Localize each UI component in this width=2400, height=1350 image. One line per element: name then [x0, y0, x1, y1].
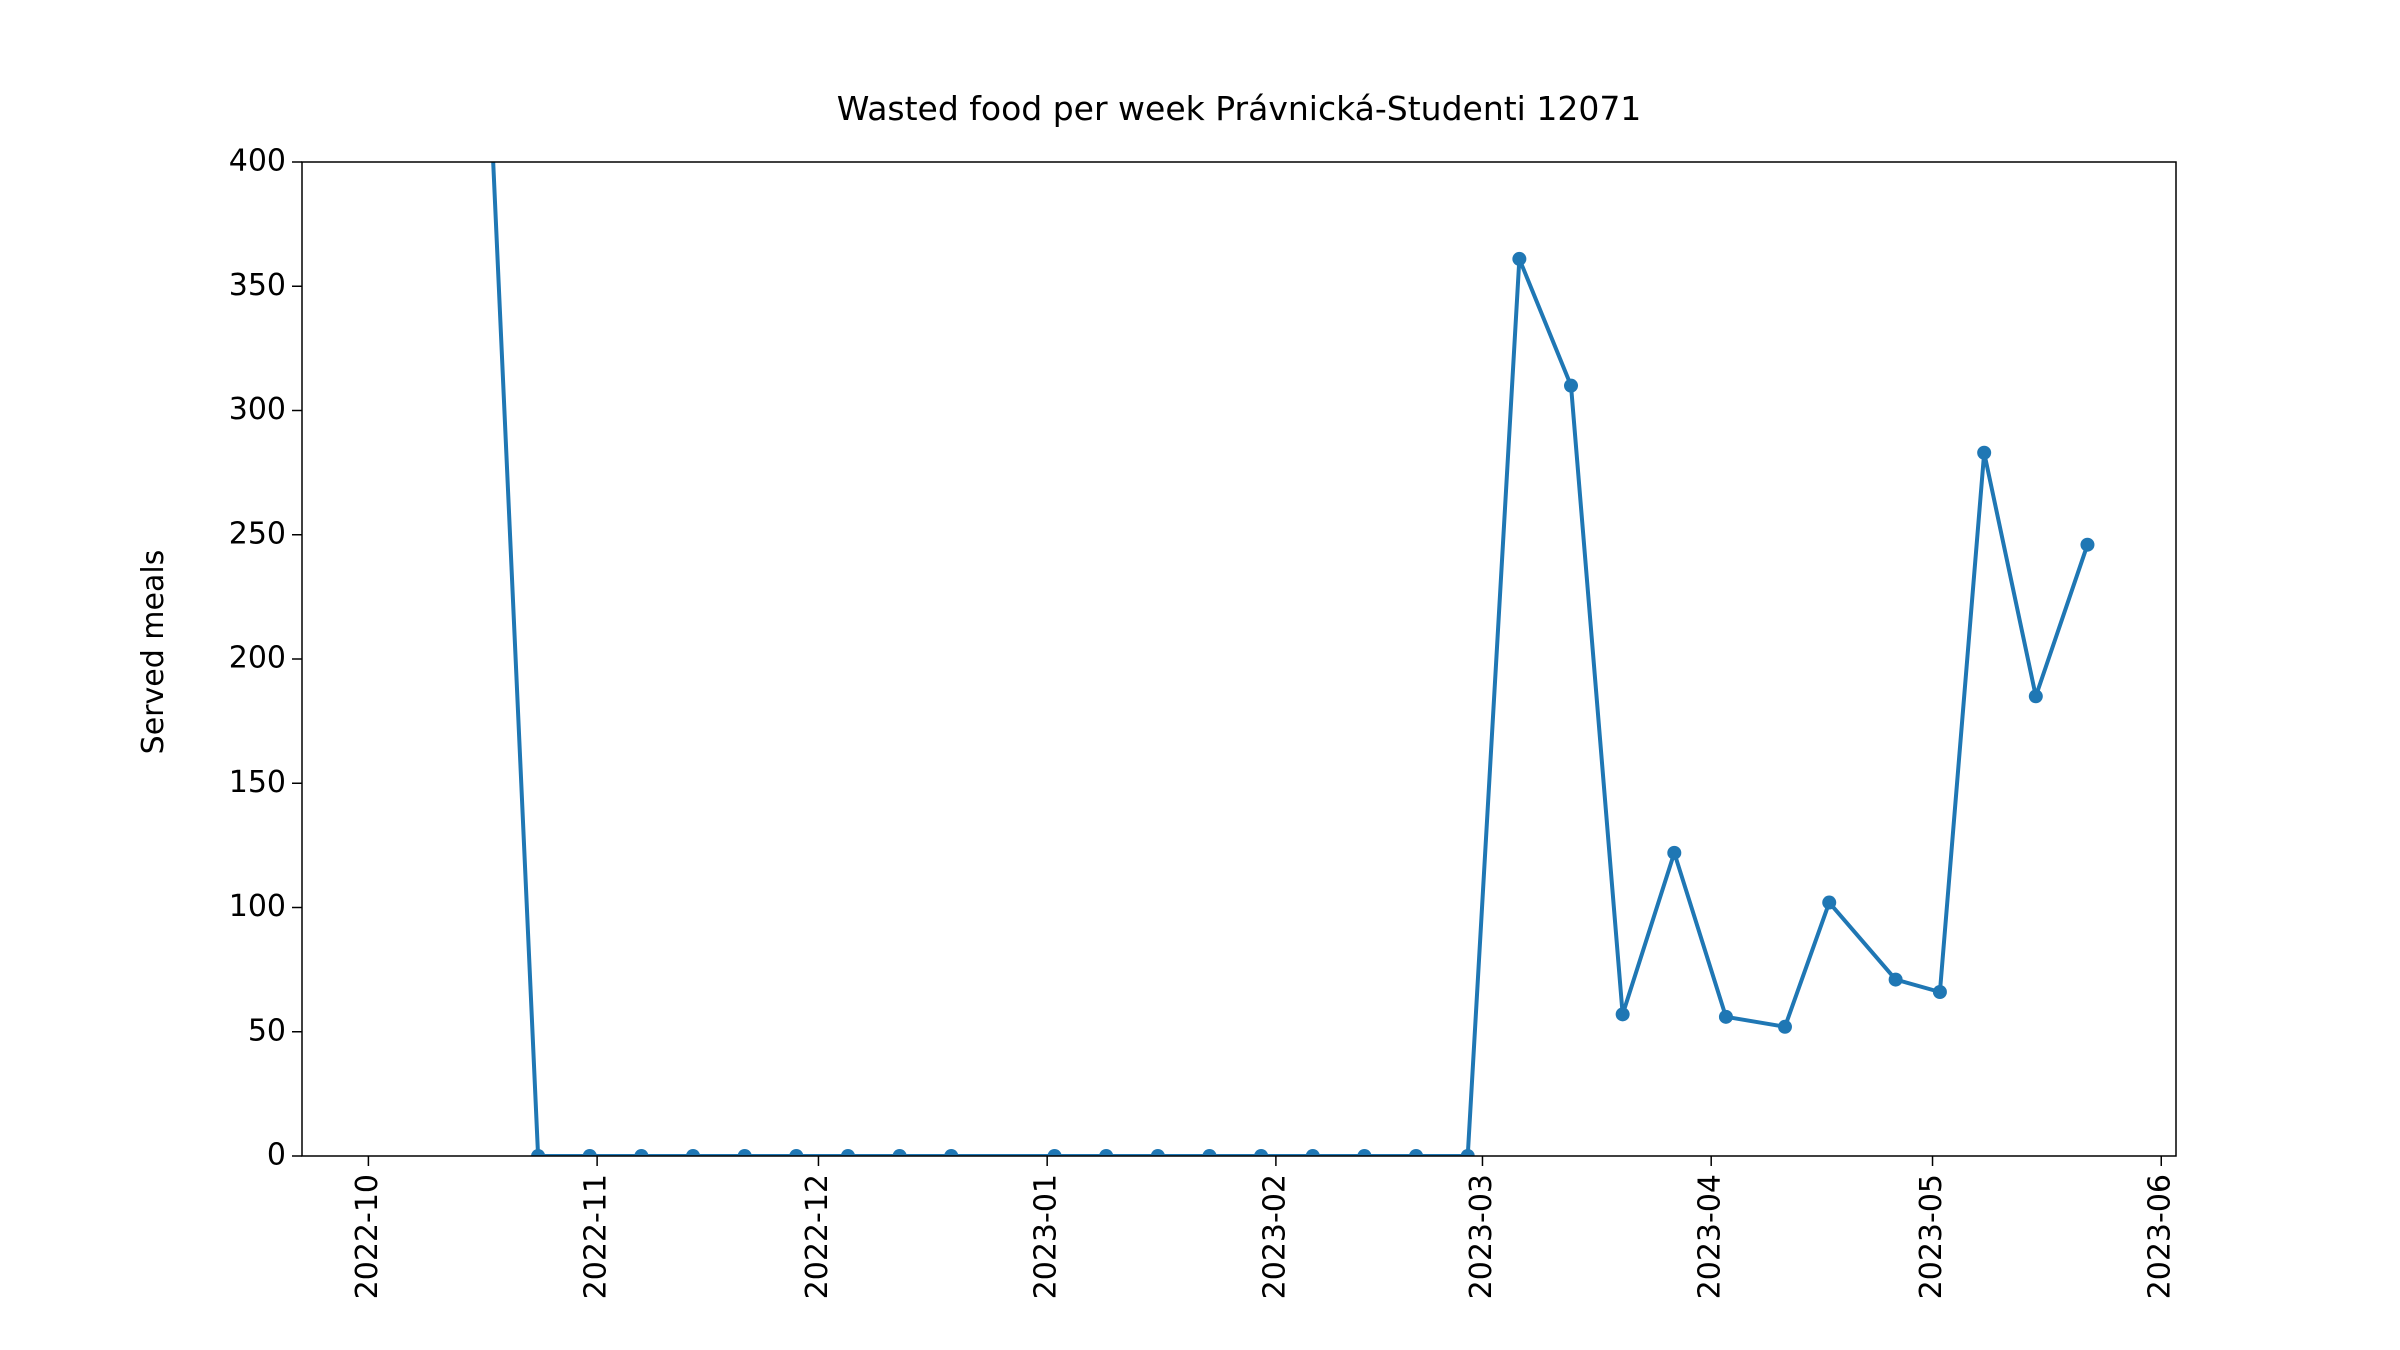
- data-point: [1932, 984, 1947, 999]
- x-tick-label: 2023-01: [1029, 1174, 1064, 1299]
- data-point: [1202, 1149, 1217, 1156]
- data-point: [1822, 895, 1837, 910]
- data-point: [582, 1149, 597, 1156]
- x-tick-label: 2022-12: [800, 1174, 835, 1299]
- data-point: [2028, 689, 2043, 704]
- y-tick-label: 0: [267, 1138, 286, 1173]
- data-point: [479, 6, 493, 20]
- y-tick-label: 350: [229, 268, 286, 303]
- data-point: [634, 1149, 649, 1156]
- x-tick-label: 2023-05: [1914, 1174, 1949, 1299]
- x-tick-label: 2022-10: [350, 1174, 385, 1299]
- x-tick-label: 2023-03: [1464, 1174, 1499, 1299]
- data-point: [944, 1149, 959, 1156]
- data-point: [1460, 1149, 1475, 1156]
- data-point: [1777, 1019, 1792, 1034]
- data-point: [789, 1149, 804, 1156]
- data-point: [840, 1149, 855, 1156]
- data-point: [1564, 378, 1579, 393]
- y-tick-label: 50: [248, 1013, 286, 1048]
- data-point: [2080, 537, 2095, 552]
- data-point: [737, 1149, 752, 1156]
- x-tick-label: 2023-04: [1693, 1174, 1728, 1299]
- y-tick-label: 300: [229, 392, 286, 427]
- plot-area: [479, 6, 2095, 1156]
- data-point: [1667, 845, 1682, 860]
- data-point: [686, 1149, 701, 1156]
- data-point: [1718, 1009, 1733, 1024]
- data-point: [1305, 1149, 1320, 1156]
- y-tick-label: 150: [229, 765, 286, 800]
- data-point: [892, 1149, 907, 1156]
- data-point: [531, 1149, 546, 1156]
- data-point: [1047, 1149, 1062, 1156]
- x-tick-label: 2022-11: [579, 1174, 614, 1299]
- axes-frame: [301, 161, 2177, 1157]
- y-tick-label: 400: [229, 144, 286, 179]
- data-point: [1888, 972, 1903, 987]
- data-point: [1512, 251, 1527, 266]
- chart-title: Wasted food per week Právnická-Studenti …: [837, 89, 1642, 128]
- data-point: [1099, 1149, 1114, 1156]
- data-point: [1977, 445, 1992, 460]
- y-tick-label: 200: [229, 641, 286, 676]
- data-point: [1150, 1149, 1165, 1156]
- data-point: [1357, 1149, 1372, 1156]
- data-point: [1254, 1149, 1269, 1156]
- data-line: [491, 162, 2090, 1156]
- x-tick-label: 2023-06: [2143, 1174, 2178, 1299]
- data-point: [1409, 1149, 1424, 1156]
- data-point: [1615, 1007, 1630, 1022]
- y-tick-label: 100: [229, 889, 286, 924]
- x-tick-label: 2023-02: [1257, 1174, 1292, 1299]
- y-axis-label: Served meals: [136, 550, 171, 755]
- y-tick-label: 250: [229, 516, 286, 551]
